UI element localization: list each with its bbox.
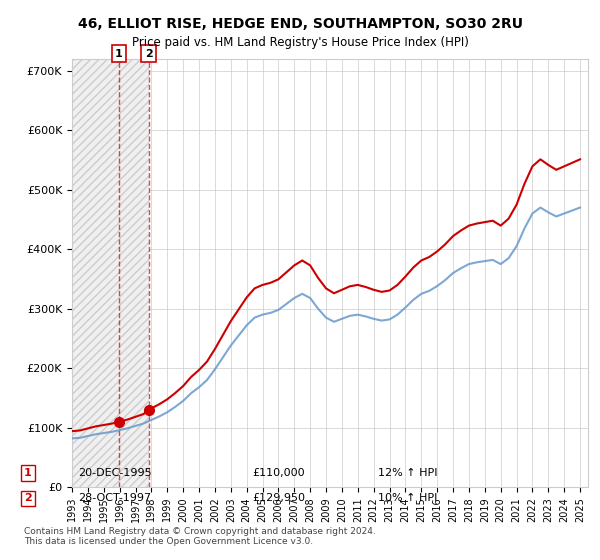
Text: 10% ↑ HPI: 10% ↑ HPI	[378, 493, 437, 503]
Text: £129,950: £129,950	[252, 493, 305, 503]
Text: 2: 2	[145, 49, 152, 59]
Bar	[72, 59, 149, 487]
Text: 1: 1	[24, 468, 32, 478]
Text: 2: 2	[24, 493, 32, 503]
Text: 12% ↑ HPI: 12% ↑ HPI	[378, 468, 437, 478]
Text: 20-DEC-1995: 20-DEC-1995	[78, 468, 152, 478]
Text: 1: 1	[115, 49, 123, 59]
Text: 28-OCT-1997: 28-OCT-1997	[78, 493, 151, 503]
Text: 46, ELLIOT RISE, HEDGE END, SOUTHAMPTON, SO30 2RU: 46, ELLIOT RISE, HEDGE END, SOUTHAMPTON,…	[77, 17, 523, 31]
Text: £110,000: £110,000	[252, 468, 305, 478]
Text: Price paid vs. HM Land Registry's House Price Index (HPI): Price paid vs. HM Land Registry's House …	[131, 36, 469, 49]
Text: Contains HM Land Registry data © Crown copyright and database right 2024.
This d: Contains HM Land Registry data © Crown c…	[24, 526, 376, 546]
